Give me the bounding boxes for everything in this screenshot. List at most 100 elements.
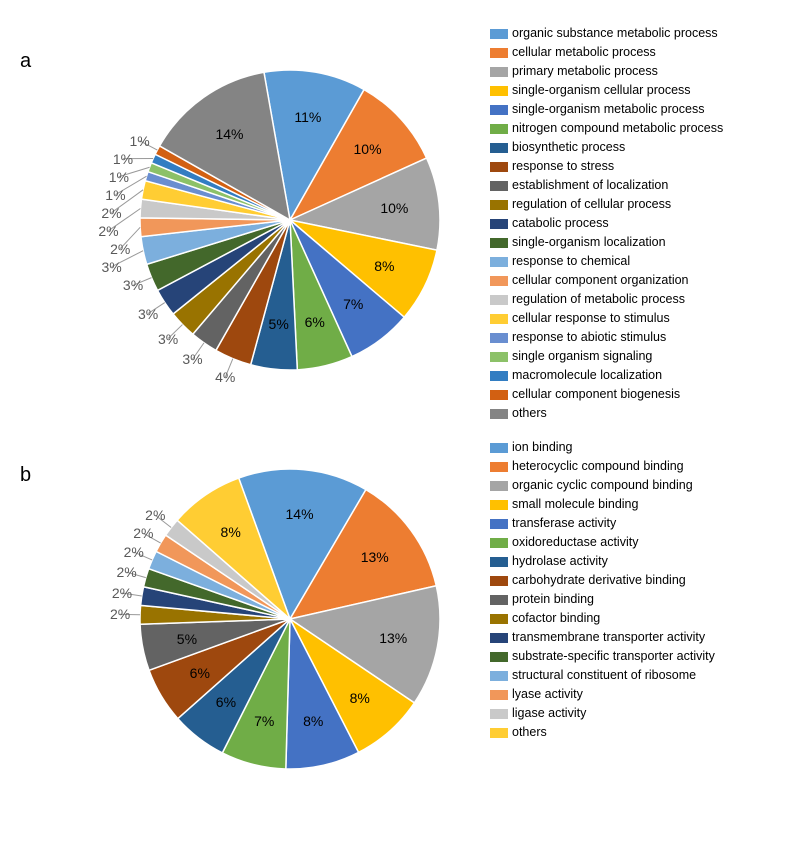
legend-swatch [490, 671, 508, 681]
legend-item: ligase activity [490, 705, 715, 723]
legend-item: organic substance metabolic process [490, 25, 723, 43]
legend-item: carbohydrate derivative binding [490, 572, 715, 590]
legend-label: cellular metabolic process [512, 44, 656, 62]
legend-label: cofactor binding [512, 610, 600, 628]
slice-pct-label: 8% [303, 713, 323, 729]
legend-item: cellular component biogenesis [490, 386, 723, 404]
legend-item: protein binding [490, 591, 715, 609]
legend-item: primary metabolic process [490, 63, 723, 81]
legend-swatch [490, 709, 508, 719]
legend-swatch [490, 295, 508, 305]
slice-pct-label: 2% [110, 241, 130, 257]
legend-item: establishment of localization [490, 177, 723, 195]
legend-swatch [490, 538, 508, 548]
slice-pct-label: 2% [110, 606, 130, 622]
legend-swatch [490, 105, 508, 115]
legend-label: macromolecule localization [512, 367, 662, 385]
legend-swatch [490, 500, 508, 510]
legend-label: structural constituent of ribosome [512, 667, 696, 685]
legend-label: single-organism metabolic process [512, 101, 704, 119]
slice-pct-label: 4% [215, 369, 235, 385]
legend-swatch [490, 557, 508, 567]
pie-b: 14%13%13%8%8%7%6%6%5%2%2%2%2%2%2%8% [20, 434, 480, 814]
legend-label: cellular component organization [512, 272, 689, 290]
legend-a: organic substance metabolic processcellu… [490, 25, 723, 424]
legend-swatch [490, 238, 508, 248]
legend-label: oxidoreductase activity [512, 534, 638, 552]
slice-pct-label: 14% [286, 506, 314, 522]
slice-pct-label: 2% [112, 585, 132, 601]
legend-item: cellular metabolic process [490, 44, 723, 62]
slice-pct-label: 13% [379, 630, 407, 646]
pie-a: 11%10%10%8%7%6%5%4%3%3%3%3%3%2%2%2%1%1%1… [20, 20, 480, 400]
legend-swatch [490, 409, 508, 419]
legend-item: ion binding [490, 439, 715, 457]
legend-item: cellular component organization [490, 272, 723, 290]
legend-swatch [490, 652, 508, 662]
legend-item: macromolecule localization [490, 367, 723, 385]
legend-item: single organism signaling [490, 348, 723, 366]
legend-label: transmembrane transporter activity [512, 629, 705, 647]
legend-swatch [490, 314, 508, 324]
legend-swatch [490, 86, 508, 96]
legend-item: organic cyclic compound binding [490, 477, 715, 495]
legend-label: carbohydrate derivative binding [512, 572, 686, 590]
legend-item: small molecule binding [490, 496, 715, 514]
legend-item: biosynthetic process [490, 139, 723, 157]
slice-pct-label: 6% [216, 694, 236, 710]
slice-pct-label: 5% [269, 316, 289, 332]
legend-label: cellular response to stimulus [512, 310, 670, 328]
slice-pct-label: 8% [221, 524, 241, 540]
legend-item: response to abiotic stimulus [490, 329, 723, 347]
legend-label: others [512, 724, 547, 742]
slice-pct-label: 11% [294, 109, 321, 125]
slice-pct-label: 2% [124, 544, 144, 560]
legend-swatch [490, 162, 508, 172]
legend-swatch [490, 219, 508, 229]
legend-swatch [490, 200, 508, 210]
chart-row-a: a11%10%10%8%7%6%5%4%3%3%3%3%3%2%2%2%1%1%… [20, 20, 767, 424]
legend-swatch [490, 728, 508, 738]
legend-label: nitrogen compound metabolic process [512, 120, 723, 138]
legend-item: structural constituent of ribosome [490, 667, 715, 685]
legend-swatch [490, 352, 508, 362]
legend-item: single-organism cellular process [490, 82, 723, 100]
legend-label: single-organism cellular process [512, 82, 691, 100]
slice-pct-label: 8% [374, 258, 394, 274]
slice-pct-label: 1% [129, 133, 149, 149]
legend-swatch [490, 67, 508, 77]
legend-label: organic cyclic compound binding [512, 477, 693, 495]
legend-label: catabolic process [512, 215, 609, 233]
chart-row-b: b14%13%13%8%8%7%6%6%5%2%2%2%2%2%2%8%ion … [20, 434, 767, 814]
legend-label: organic substance metabolic process [512, 25, 718, 43]
legend-swatch [490, 481, 508, 491]
legend-item: hydrolase activity [490, 553, 715, 571]
legend-item: response to chemical [490, 253, 723, 271]
slice-pct-label: 3% [158, 331, 178, 347]
legend-swatch [490, 371, 508, 381]
legend-item: single-organism localization [490, 234, 723, 252]
legend-swatch [490, 443, 508, 453]
legend-swatch [490, 257, 508, 267]
legend-item: substrate-specific transporter activity [490, 648, 715, 666]
slice-pct-label: 1% [113, 151, 133, 167]
legend-label: ligase activity [512, 705, 586, 723]
slice-pct-label: 1% [105, 187, 125, 203]
legend-label: lyase activity [512, 686, 583, 704]
legend-item: others [490, 724, 715, 742]
legend-item: lyase activity [490, 686, 715, 704]
legend-swatch [490, 690, 508, 700]
legend-item: response to stress [490, 158, 723, 176]
slice-pct-label: 2% [116, 564, 136, 580]
slice-pct-label: 2% [133, 525, 153, 541]
slice-pct-label: 6% [190, 665, 210, 681]
legend-label: others [512, 405, 547, 423]
legend-item: cofactor binding [490, 610, 715, 628]
legend-item: oxidoreductase activity [490, 534, 715, 552]
legend-item: regulation of cellular process [490, 196, 723, 214]
legend-label: primary metabolic process [512, 63, 658, 81]
pie-svg [20, 20, 480, 400]
legend-label: response to abiotic stimulus [512, 329, 666, 347]
legend-item: transmembrane transporter activity [490, 629, 715, 647]
legend-label: response to chemical [512, 253, 630, 271]
